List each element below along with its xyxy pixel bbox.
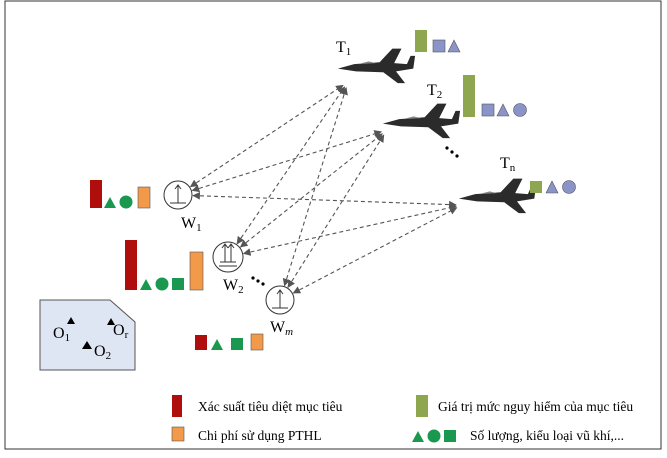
jet bbox=[459, 179, 536, 214]
engagement-arrow bbox=[288, 135, 384, 287]
legend-text: Chi phí sử dụng PTHL bbox=[198, 428, 322, 443]
engagement-arrow bbox=[244, 206, 457, 253]
target-label: T1 bbox=[336, 39, 351, 58]
ellipsis bbox=[251, 146, 458, 285]
engagement-arrow bbox=[192, 132, 381, 191]
legend-text: Số lượng, kiểu loại vũ khí,... bbox=[470, 428, 624, 443]
jet bbox=[383, 104, 460, 139]
engagement-arrow bbox=[193, 196, 456, 205]
target-label: Tn bbox=[500, 155, 516, 174]
engagement-arrow bbox=[241, 134, 383, 247]
engagement-arrow bbox=[293, 208, 456, 293]
weapon-label: W2 bbox=[223, 277, 244, 296]
legend-text: Xác suất tiêu diệt mục tiêu bbox=[198, 399, 343, 414]
diagram: T1 T2 Tn W1 W2 Wm bbox=[0, 0, 667, 458]
legend-text: Giá trị mức nguy hiểm của mục tiêu bbox=[438, 399, 633, 414]
weapon-label: W1 bbox=[181, 215, 202, 234]
engagement-arrow bbox=[237, 87, 345, 244]
engagement-arrow bbox=[284, 88, 346, 286]
weapons bbox=[164, 181, 294, 314]
frame bbox=[5, 1, 661, 449]
target-label: T2 bbox=[427, 82, 442, 101]
weapon-label: Wm bbox=[270, 319, 293, 338]
